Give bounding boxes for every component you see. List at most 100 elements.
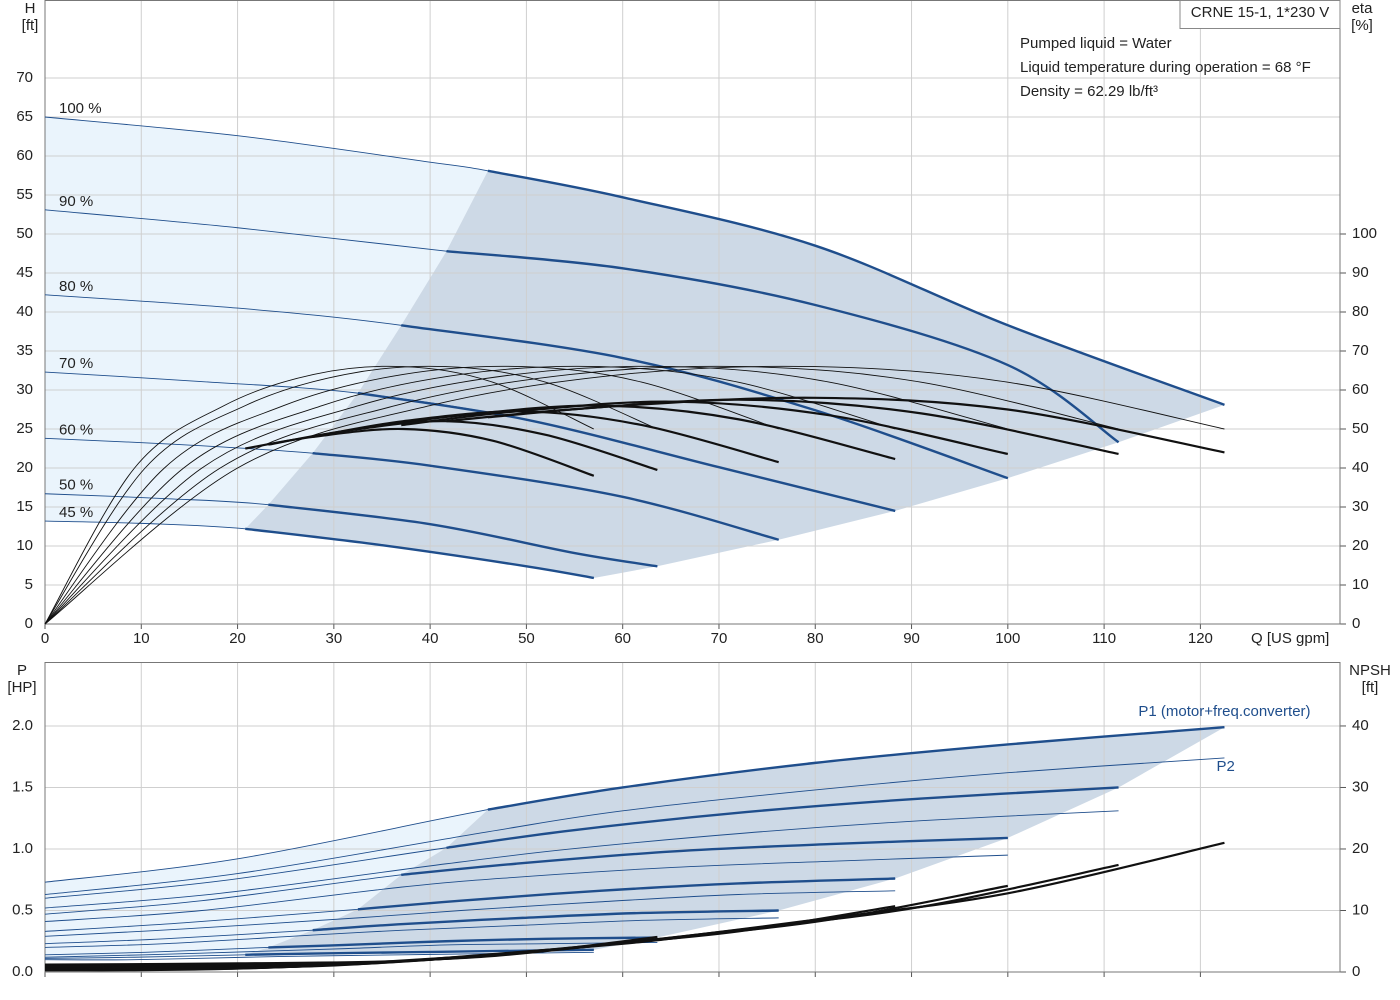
curve-label: 50 %	[59, 477, 93, 494]
y-tick-label: 2.0	[12, 717, 33, 734]
y-axis-unit: [ft]	[22, 17, 39, 34]
curve	[44, 854, 1008, 923]
curve	[44, 757, 1225, 895]
curve-operating	[268, 503, 658, 568]
y-tick-label: 60	[16, 147, 33, 164]
y2-axis-label: eta	[1352, 0, 1374, 17]
extended-area	[45, 809, 488, 959]
y2-tick-label: 10	[1352, 576, 1369, 593]
y2-tick-label: 0	[1352, 615, 1360, 632]
y2-tick-label: 90	[1352, 264, 1369, 281]
y-tick-label: 70	[16, 69, 33, 86]
y2-tick-label: 50	[1352, 420, 1369, 437]
y2-tick-label: 20	[1352, 840, 1369, 857]
y-tick-label: 40	[16, 303, 33, 320]
curve-label: P1 (motor+freq.converter)	[1138, 703, 1310, 720]
curve-label: 70 %	[59, 355, 93, 372]
x-tick-label: 0	[41, 630, 49, 647]
curve-operating	[312, 909, 779, 932]
x-tick-label: 70	[711, 630, 728, 647]
x-tick-label: 20	[229, 630, 246, 647]
y-axis-unit: [HP]	[7, 679, 36, 696]
y2-tick-label: 0	[1352, 963, 1360, 980]
x-tick-label: 40	[422, 630, 439, 647]
y2-tick-label: 80	[1352, 303, 1369, 320]
y2-tick-label: 40	[1352, 459, 1369, 476]
curve	[44, 365, 658, 625]
y2-tick-label: 10	[1352, 901, 1369, 918]
curve-label: P2	[1216, 758, 1234, 775]
y2-tick-label: 70	[1352, 342, 1369, 359]
x-tick-label: 10	[133, 630, 150, 647]
y-tick-label: 65	[16, 108, 33, 125]
curve-operating	[446, 786, 1119, 849]
curve-operating	[446, 249, 1120, 444]
x-tick-label: 90	[903, 630, 920, 647]
x-tick-label: 30	[326, 630, 343, 647]
x-tick-label: 80	[807, 630, 824, 647]
curve	[268, 420, 658, 471]
curve	[401, 400, 1009, 456]
title-box	[1179, 0, 1341, 29]
y2-tick-label: 40	[1352, 717, 1369, 734]
y-tick-label: 10	[16, 537, 33, 554]
curve	[44, 945, 594, 972]
y-tick-label: 15	[16, 498, 33, 515]
curve-label: 90 %	[59, 193, 93, 210]
curve	[44, 365, 779, 625]
curve-operating	[357, 391, 896, 513]
y-tick-label: 1.0	[12, 840, 33, 857]
y-tick-label: 1.5	[12, 778, 33, 795]
y2-tick-label: 20	[1352, 537, 1369, 554]
y-tick-label: 5	[25, 576, 33, 593]
y2-tick-label: 100	[1352, 225, 1377, 242]
curve	[312, 410, 779, 464]
curve	[245, 427, 595, 477]
x-tick-label: 100	[995, 630, 1020, 647]
chart-title: CRNE 15-1, 1*230 V	[1191, 4, 1329, 21]
curve-label: 100 %	[59, 100, 102, 117]
y-axis-label: H	[25, 0, 36, 17]
y-tick-label: 45	[16, 264, 33, 281]
y-tick-label: 50	[16, 225, 33, 242]
curve	[44, 365, 896, 625]
curve-operating	[268, 936, 658, 949]
y-tick-label: 20	[16, 459, 33, 476]
y-tick-label: 0	[25, 615, 33, 632]
curve-operating	[487, 726, 1225, 811]
y-tick-label: 0.5	[12, 901, 33, 918]
y2-tick-label: 60	[1352, 381, 1369, 398]
x-tick-label: 60	[614, 630, 631, 647]
x-tick-label: 110	[1092, 630, 1116, 647]
curve	[44, 810, 1119, 909]
x-tick-label: 120	[1188, 630, 1213, 647]
curve-label: 60 %	[59, 421, 93, 438]
y-tick-label: 30	[16, 381, 33, 398]
x-axis-label: Q [US gpm]	[1251, 630, 1329, 647]
y2-tick-label: 30	[1352, 778, 1369, 795]
y-axis-label: P	[17, 662, 27, 679]
y-tick-label: 35	[16, 342, 33, 359]
curve-operating	[312, 451, 779, 541]
y2-axis-unit: [ft]	[1362, 679, 1379, 696]
curve	[44, 365, 1225, 625]
y-tick-label: 25	[16, 420, 33, 437]
curve-operating	[357, 877, 896, 911]
curve	[44, 917, 779, 948]
annotation: Liquid temperature during operation = 68…	[1020, 59, 1311, 76]
curve	[44, 365, 1119, 625]
y-tick-label: 0.0	[12, 963, 33, 980]
curve-operating	[245, 527, 595, 580]
annotation: Pumped liquid = Water	[1020, 35, 1172, 52]
curve	[44, 942, 658, 958]
curve	[44, 365, 594, 625]
curve-label: 45 %	[59, 504, 93, 521]
y2-axis-unit: [%]	[1351, 17, 1373, 34]
x-tick-label: 50	[518, 630, 535, 647]
curve-operating	[401, 836, 1008, 877]
y2-axis-label: NPSH	[1349, 662, 1391, 679]
curve-label: 80 %	[59, 278, 93, 295]
y2-tick-label: 30	[1352, 498, 1369, 515]
